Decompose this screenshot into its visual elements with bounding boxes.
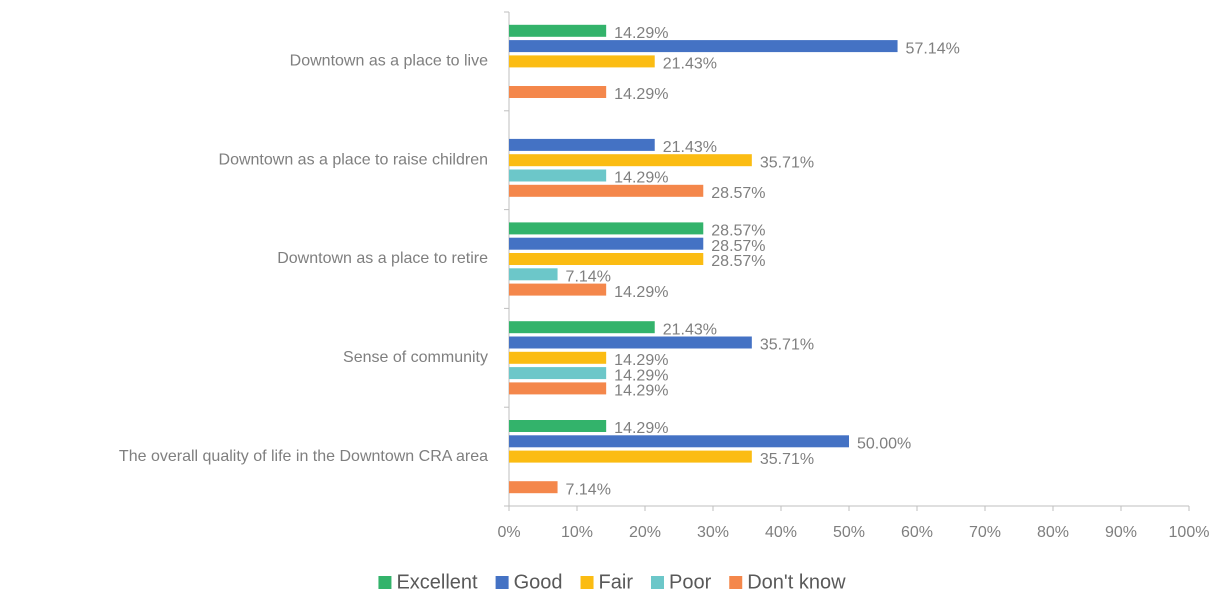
x-tick-label: 70% [969, 524, 1001, 541]
category-label: Downtown as a place to raise children [219, 151, 488, 168]
legend-swatch [580, 576, 594, 589]
legend-swatch [495, 576, 509, 589]
data-label: 28.57% [711, 185, 765, 202]
bar [509, 237, 704, 250]
bar [509, 222, 704, 235]
x-tick-label: 10% [561, 524, 593, 541]
bar [509, 138, 655, 151]
data-label: 57.14% [906, 40, 960, 57]
data-label: 14.29% [614, 352, 668, 369]
category-label: The overall quality of life in the Downt… [119, 448, 488, 465]
bar [509, 253, 704, 265]
data-label: 14.29% [614, 383, 668, 400]
data-label: 14.29% [614, 367, 668, 384]
x-tick-label: 90% [1105, 524, 1137, 541]
data-label: 14.29% [614, 420, 668, 437]
legend-label: Poor [669, 571, 712, 593]
bar [509, 367, 607, 380]
x-tick-label: 60% [901, 524, 933, 541]
data-label: 35.71% [760, 337, 814, 354]
data-label: 21.43% [663, 321, 717, 338]
bar [509, 40, 898, 53]
bar [509, 169, 607, 182]
x-tick-label: 40% [765, 524, 797, 541]
legend-label: Don't know [747, 571, 846, 593]
legend-swatch [650, 576, 664, 589]
category-label: Downtown as a place to retire [277, 250, 488, 267]
legend-label: Good [514, 571, 563, 593]
data-label: 28.57% [711, 238, 765, 255]
bar [509, 268, 558, 281]
bar [509, 154, 752, 167]
x-tick-label: 0% [497, 524, 520, 541]
bar [509, 382, 607, 395]
bar [509, 435, 849, 448]
x-tick-label: 80% [1037, 524, 1069, 541]
data-label: 35.71% [760, 451, 814, 468]
bar [509, 336, 752, 349]
bar [509, 184, 704, 197]
data-label: 50.00% [857, 436, 911, 453]
legend: Excellent Good Fair Poor Don't know [378, 571, 846, 593]
bar [509, 86, 607, 98]
bar [509, 420, 607, 432]
bar [509, 481, 558, 494]
x-tick-label: 20% [629, 524, 661, 541]
legend-swatch [729, 576, 743, 589]
data-label: 14.29% [614, 284, 668, 301]
bar [509, 283, 607, 296]
legend-label: Fair [599, 571, 634, 593]
x-tick-label: 30% [697, 524, 729, 541]
bar [509, 24, 607, 37]
data-label: 14.29% [614, 86, 668, 103]
data-label: 14.29% [614, 170, 668, 187]
x-tick-label: 50% [833, 524, 865, 541]
data-label: 21.43% [663, 56, 717, 73]
legend-label: Excellent [396, 571, 478, 593]
data-label: 21.43% [663, 139, 717, 156]
data-label: 28.57% [711, 223, 765, 240]
x-tick-label: 100% [1169, 524, 1210, 541]
data-label: 14.29% [614, 25, 668, 42]
bar [509, 450, 752, 463]
category-label: Sense of community [343, 349, 488, 366]
data-label: 7.14% [566, 269, 611, 286]
data-label: 28.57% [711, 253, 765, 270]
category-label: Downtown as a place to live [290, 53, 488, 70]
bar [509, 351, 607, 364]
bar [509, 55, 655, 68]
legend-swatch [378, 576, 392, 589]
data-label: 7.14% [566, 481, 611, 498]
bar [509, 321, 655, 334]
data-label: 35.71% [760, 154, 814, 171]
